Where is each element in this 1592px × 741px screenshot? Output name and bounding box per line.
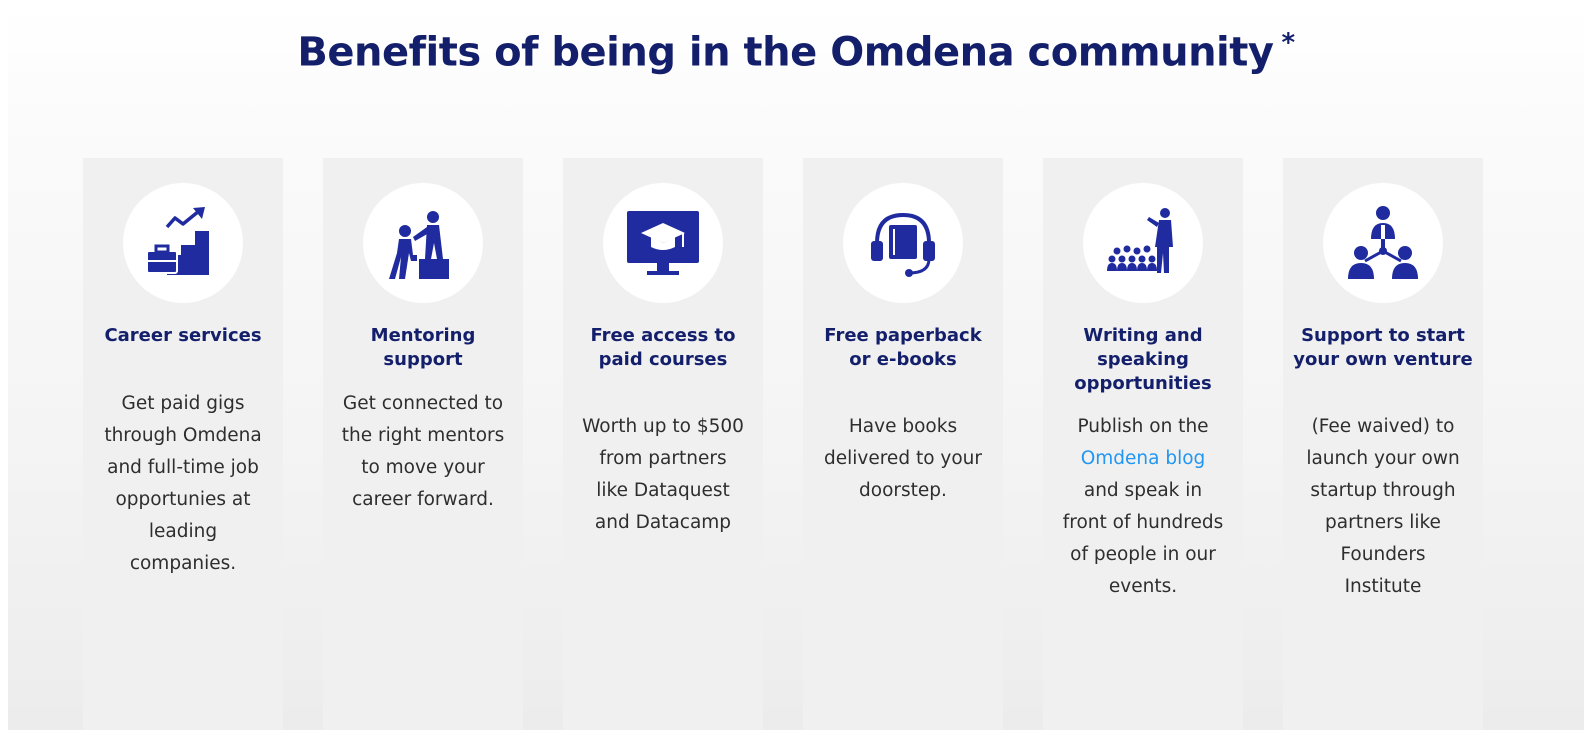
card-title: Writing and speaking opportunities [1074, 325, 1212, 394]
card-description: (Fee waived) to launch your own startup … [1306, 416, 1460, 597]
omdena-blog-link[interactable]: Omdena blog [1080, 448, 1206, 469]
career-growth-icon [123, 183, 243, 303]
public-speaking-icon [1083, 183, 1203, 303]
card-description: Have books delivered to your doorstep. [824, 416, 982, 501]
card-title: Free access to paid courses [590, 325, 736, 370]
benefit-card-free-courses: Free access to paid courses Worth up to … [563, 158, 763, 730]
card-description: Get paid gigs through Omdena and full-ti… [104, 393, 262, 574]
card-description: Publish on the Omdena blog and speak in … [1061, 411, 1225, 603]
card-title: Support to start your own venture [1293, 325, 1473, 370]
card-title: Free paperback or e-books [824, 325, 982, 370]
card-description: Get connected to the right mentors to mo… [341, 393, 505, 510]
benefit-card-career-services: Career services Get paid gigs through Om… [83, 158, 283, 730]
card-title: Career services [104, 325, 262, 346]
benefit-card-mentoring-support: Mentoring support Get connected to the r… [323, 158, 523, 730]
title-text: Benefits of being in the Omdena communit… [297, 29, 1274, 76]
audiobook-icon [843, 183, 963, 303]
online-course-icon [603, 183, 723, 303]
description-text: and speak in front of hundreds of people… [1062, 480, 1224, 597]
card-description: Worth up to $500 from partners like Data… [582, 416, 744, 533]
benefit-card-writing-speaking: Writing and speaking opportunities Publi… [1043, 158, 1243, 730]
team-network-icon [1323, 183, 1443, 303]
benefits-section: Benefits of being in the Omdena communit… [8, 8, 1584, 730]
mentoring-icon [363, 183, 483, 303]
description-text: Publish on the [1077, 416, 1209, 437]
card-title: Mentoring support [370, 325, 476, 370]
page-title: Benefits of being in the Omdena communit… [8, 28, 1584, 75]
title-asterisk: * [1281, 28, 1295, 58]
benefit-card-venture-support: Support to start your own venture (Fee w… [1283, 158, 1483, 730]
benefit-card-free-books: Free paperback or e-books Have books del… [803, 158, 1003, 730]
